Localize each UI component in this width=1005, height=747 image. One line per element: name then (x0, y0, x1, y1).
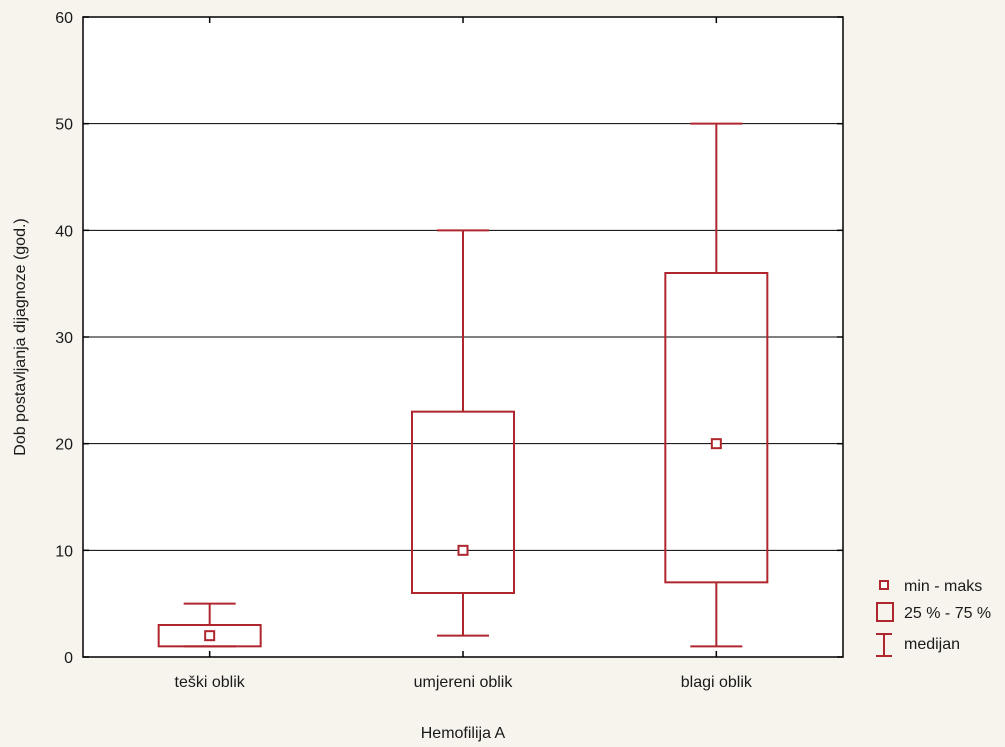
y-tick-label-0: 0 (64, 650, 73, 667)
y-tick-label-10: 10 (55, 543, 73, 560)
y-tick-label-40: 40 (55, 223, 73, 240)
legend-label-min-max: min - maks (904, 578, 982, 595)
median-marker-1 (457, 544, 469, 556)
y-tick-label-50: 50 (55, 117, 73, 134)
box-1 (411, 229, 515, 637)
y-tick-label-20: 20 (55, 437, 73, 454)
x-axis: teški oblik umjereni oblik blagi oblik (175, 17, 753, 691)
median-marker-2 (710, 438, 722, 450)
y-tick-label-60: 60 (55, 10, 73, 27)
box-0 (157, 602, 262, 648)
y-axis: 0 10 20 30 40 50 60 (55, 10, 843, 667)
x-tick-label-1: umjereni oblik (414, 674, 514, 691)
x-tick-label-2: blagi oblik (681, 674, 753, 691)
iqr-box-1 (411, 410, 515, 594)
iqr-box-0 (157, 624, 262, 648)
legend-label-quartiles: 25 % - 75 % (904, 605, 991, 622)
legend-box-quartiles (876, 602, 894, 622)
legend-marker-min-max (879, 580, 889, 590)
y-axis-title: Dob postavljanja dijagnoze (god.) (12, 218, 29, 455)
legend-label-median: medijan (904, 636, 960, 653)
median-marker-0 (204, 630, 216, 642)
x-axis-title: Hemofilija A (421, 725, 506, 742)
y-tick-label-30: 30 (55, 330, 73, 347)
box-2 (664, 122, 769, 648)
boxes (157, 122, 769, 648)
x-tick-label-0: teški oblik (175, 674, 246, 691)
legend: min - maks 25 % - 75 % medijan (876, 578, 991, 657)
iqr-box-2 (664, 272, 769, 584)
legend-whisker-median (876, 633, 892, 657)
